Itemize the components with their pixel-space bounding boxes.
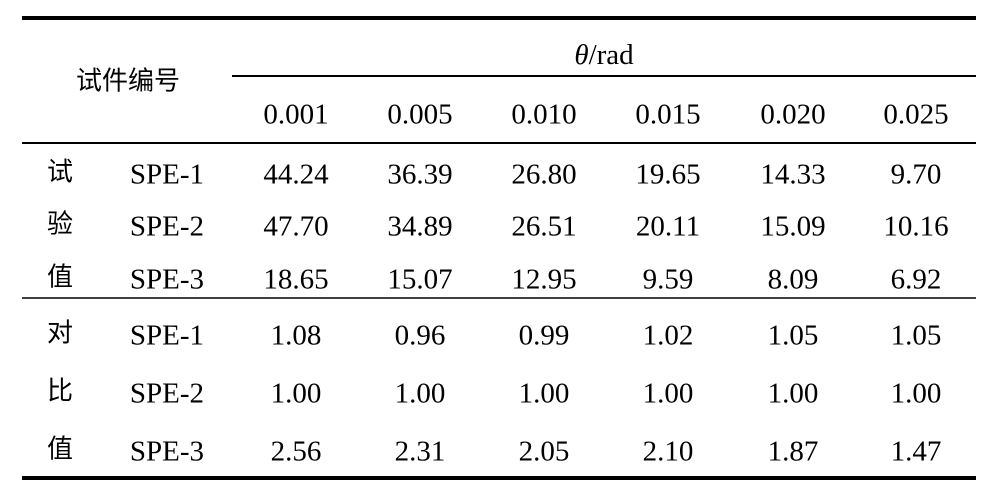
cell: 20.11: [636, 211, 700, 243]
cell: 6.92: [891, 264, 942, 296]
cell: 1.08: [271, 320, 322, 352]
cell: 2.56: [271, 436, 322, 468]
group-header: θ/rad: [574, 39, 634, 71]
cell: 15.07: [387, 264, 452, 296]
column-header: 0.001: [263, 99, 328, 131]
cell: 26.80: [511, 159, 576, 191]
cell: 19.65: [635, 159, 700, 191]
group-label: 对: [47, 319, 73, 349]
cell: 8.09: [768, 264, 819, 296]
cell: 36.39: [387, 159, 452, 191]
row-label: SPE-1: [130, 159, 204, 191]
cell: 2.05: [519, 436, 570, 468]
row-label: SPE-1: [130, 320, 204, 352]
cell: 2.10: [643, 436, 694, 468]
row-label: SPE-2: [130, 378, 204, 410]
cell: 47.70: [263, 211, 328, 243]
row-label: SPE-3: [130, 436, 204, 468]
cell: 1.00: [643, 378, 694, 410]
cell: 1.00: [395, 378, 446, 410]
cell: 14.33: [760, 159, 825, 191]
cell: 1.47: [891, 436, 942, 468]
group-label: 试: [47, 158, 73, 188]
group-label: 值: [47, 435, 73, 465]
row-label: SPE-3: [130, 264, 204, 296]
column-header: 0.010: [511, 99, 576, 131]
group-label: 比: [47, 377, 73, 407]
column-header: 0.015: [635, 99, 700, 131]
cell: 34.89: [387, 211, 452, 243]
cell: 1.02: [643, 320, 694, 352]
column-header: 0.005: [387, 99, 452, 131]
cell: 15.09: [760, 211, 825, 243]
cell: 1.00: [271, 378, 322, 410]
row-label: SPE-2: [130, 211, 204, 243]
group-label: 值: [47, 263, 73, 293]
symbol: θ: [574, 39, 588, 71]
cell: 18.65: [263, 264, 328, 296]
cell: 0.99: [519, 320, 570, 352]
cell: 10.16: [883, 211, 948, 243]
cell: 2.31: [395, 436, 446, 468]
cell: 0.96: [395, 320, 446, 352]
corner-header: 试件编号: [76, 67, 180, 97]
cell: 9.59: [643, 264, 694, 296]
group-label: 验: [47, 210, 73, 240]
cell: 1.05: [768, 320, 819, 352]
cell: 12.95: [511, 264, 576, 296]
cell: 1.00: [519, 378, 570, 410]
unit: /rad: [589, 39, 635, 71]
cell: 9.70: [891, 159, 942, 191]
column-header: 0.025: [883, 99, 948, 131]
cell: 26.51: [511, 211, 576, 243]
cell: 1.00: [768, 378, 819, 410]
cell: 44.24: [263, 159, 329, 191]
column-header: 0.020: [760, 99, 825, 131]
cell: 1.87: [768, 436, 819, 468]
cell: 1.00: [891, 378, 942, 410]
cell: 1.05: [891, 320, 942, 352]
